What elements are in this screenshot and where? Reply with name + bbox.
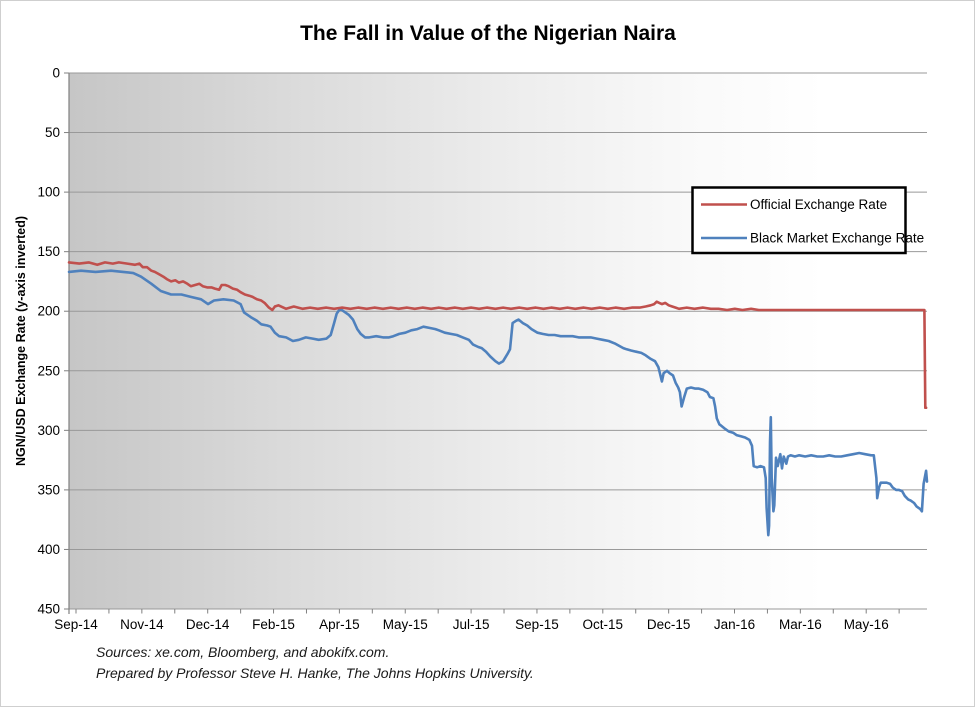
- x-tick-label-Jan-16: Jan-16: [714, 617, 755, 632]
- y-tick-label-200: 200: [37, 304, 60, 319]
- legend-label-official: Official Exchange Rate: [750, 197, 887, 212]
- y-tick-label-0: 0: [52, 66, 60, 81]
- x-tick-label-May-15: May-15: [383, 617, 428, 632]
- x-tick-label-Feb-15: Feb-15: [252, 617, 295, 632]
- y-tick-label-250: 250: [37, 363, 60, 378]
- chart-title: The Fall in Value of the Nigerian Naira: [300, 22, 676, 45]
- y-tick-label-100: 100: [37, 185, 60, 200]
- x-tick-label-Jul-15: Jul-15: [453, 617, 490, 632]
- footer-sources: Sources: xe.com, Bloomberg, and abokifx.…: [96, 644, 389, 660]
- y-tick-label-400: 400: [37, 542, 60, 557]
- y-tick-label-50: 50: [45, 125, 60, 140]
- x-tick-label-Dec-14: Dec-14: [186, 617, 230, 632]
- legend: Official Exchange Rate Black Market Exch…: [691, 186, 924, 255]
- y-tick-label-350: 350: [37, 482, 60, 497]
- data-series: [67, 261, 929, 537]
- x-tick-label-Apr-15: Apr-15: [319, 617, 360, 632]
- y-axis-title: NGN/USD Exchange Rate (y-axis inverted): [14, 216, 28, 466]
- footer-prepared-by: Prepared by Professor Steve H. Hanke, Th…: [96, 665, 534, 681]
- axes: [64, 72, 900, 614]
- x-tick-label-Nov-14: Nov-14: [120, 617, 164, 632]
- x-tick-label-May-16: May-16: [844, 617, 889, 632]
- x-axis-tick-labels: Sep-14 Nov-14 Dec-14 Feb-15 Apr-15 May-15 Jul-…: [54, 617, 888, 632]
- x-tick-label-Sep-15: Sep-15: [515, 617, 559, 632]
- x-tick-label-Oct-15: Oct-15: [583, 617, 624, 632]
- y-axis-tick-labels: 0 50 100 150 200 250 300 350 400 450: [37, 66, 60, 617]
- y-tick-label-450: 450: [37, 602, 60, 617]
- legend-label-black-market: Black Market Exchange Rate: [750, 231, 924, 246]
- x-tick-label-Mar-16: Mar-16: [779, 617, 822, 632]
- legend-box: [691, 186, 907, 255]
- official-exchange-rate-line: [67, 261, 928, 410]
- y-tick-label-150: 150: [37, 244, 60, 259]
- black-market-exchange-rate-line: [67, 269, 929, 537]
- x-tick-label-Dec-15: Dec-15: [647, 617, 691, 632]
- gridlines: [69, 72, 927, 610]
- y-tick-label-300: 300: [37, 423, 60, 438]
- x-tick-label-Sep-14: Sep-14: [54, 617, 98, 632]
- plot-area-background: [69, 73, 927, 609]
